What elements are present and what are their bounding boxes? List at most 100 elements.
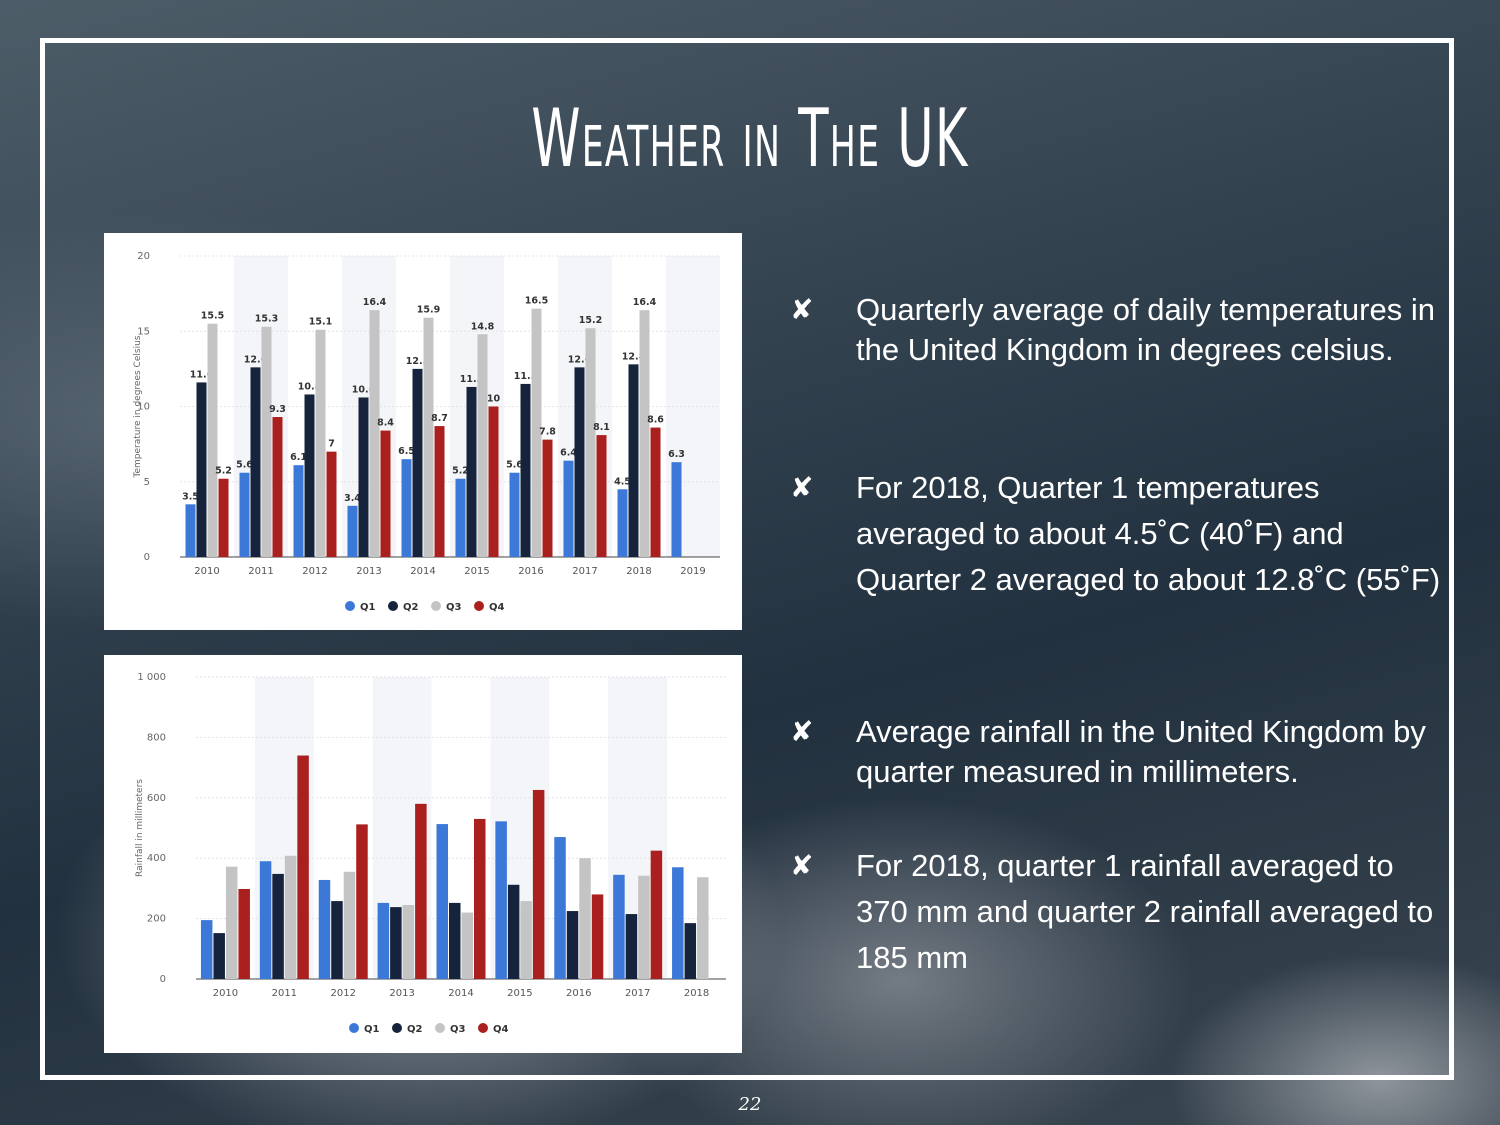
data-label: 10.8 [298, 381, 322, 392]
y-tick-label: 10 [137, 402, 150, 413]
bar-q1 [200, 920, 213, 979]
bar-q4 [238, 889, 250, 979]
data-label: 16.5 [525, 296, 548, 307]
data-label: 7 [328, 439, 335, 450]
bar-q2 [684, 923, 697, 979]
data-label: 16.4 [363, 297, 387, 308]
x-tick-label: 2011 [272, 988, 297, 999]
legend-marker [478, 1023, 488, 1033]
y-tick-label: 200 [147, 914, 166, 925]
bar-q4 [272, 417, 283, 557]
cross-mark-icon: ✘ [790, 715, 814, 748]
bar-q4 [474, 818, 486, 979]
data-label: 15.2 [579, 315, 602, 326]
bar-q3 [639, 310, 650, 557]
bar-q2 [196, 382, 207, 557]
bar-q2 [331, 901, 343, 979]
bar-q1 [617, 489, 628, 557]
bar-q4 [380, 430, 391, 557]
data-label: 12.6 [568, 354, 592, 365]
bar-q2 [390, 907, 402, 979]
y-axis-label: Temperature in degrees Celsius [133, 335, 143, 478]
bar-q4 [591, 894, 604, 979]
bar-q4 [326, 451, 337, 557]
bar-q1 [554, 837, 566, 979]
bar-q2 [625, 914, 638, 979]
bar-q4 [596, 435, 607, 557]
x-tick-label: 2013 [389, 988, 414, 999]
bar-q4 [415, 803, 427, 979]
bar-q2 [466, 386, 477, 557]
legend-marker [474, 601, 484, 611]
bar-q3 [402, 905, 415, 979]
x-tick-label: 2015 [464, 566, 489, 577]
bar-q1 [455, 478, 466, 557]
bar-q2 [574, 367, 585, 557]
legend-label: Q1 [364, 1024, 380, 1035]
page-number: 22 [738, 1094, 762, 1115]
bar-q1 [671, 462, 682, 557]
bar-q3 [697, 877, 709, 979]
data-label: 15.5 [201, 311, 224, 322]
data-label: 8.4 [377, 418, 394, 429]
cross-mark-icon: ✘ [790, 293, 814, 326]
bar-q3 [461, 912, 473, 979]
bar-q1 [239, 472, 250, 557]
slide-frame [40, 38, 1454, 1080]
data-label: 15.1 [309, 317, 332, 328]
data-label: 12.5 [406, 356, 429, 367]
bar-q1 [495, 821, 507, 979]
bar-q4 [488, 406, 499, 557]
y-tick-label: 15 [137, 326, 150, 337]
bar-q3 [225, 866, 238, 979]
bar-q3 [284, 855, 297, 979]
y-tick-label: 800 [147, 732, 166, 743]
bar-q1 [509, 472, 520, 557]
x-tick-label: 2015 [507, 988, 532, 999]
legend-marker [435, 1023, 445, 1033]
y-tick-label: 0 [160, 974, 166, 985]
bar-q3 [638, 875, 650, 979]
bar-q3 [520, 901, 532, 979]
data-label: 10.6 [352, 384, 376, 395]
y-tick-label: 400 [147, 853, 166, 864]
data-label: 8.1 [593, 422, 610, 433]
bar-q1 [318, 879, 331, 979]
slide-title: Weather in The UK [531, 92, 969, 185]
y-axis-label: Rainfall in millimeters [135, 779, 145, 877]
legend-marker [392, 1023, 402, 1033]
legend-marker [349, 1023, 359, 1033]
legend-label: Q4 [489, 602, 505, 613]
x-tick-label: 2012 [330, 988, 355, 999]
bar-q4 [532, 789, 545, 979]
data-label: 4.5 [614, 476, 631, 487]
data-label: 5.2 [215, 466, 232, 477]
x-tick-label: 2013 [356, 566, 381, 577]
data-label: 14.8 [471, 321, 495, 332]
legend-label: Q2 [407, 1024, 423, 1035]
bar-q2 [304, 394, 315, 557]
data-label: 8.7 [431, 413, 448, 424]
temperature-chart: 0 5 10 15 20 Temperature in degrees Celsius 3.… [104, 233, 742, 630]
bar-q2 [507, 884, 520, 979]
x-tick-label: 2012 [302, 566, 327, 577]
data-label: 6.4 [560, 448, 577, 459]
x-tick-label: 2014 [448, 988, 473, 999]
rainfall-chart-svg: 0 200 400 600 800 1 000 Rainfall in millimeter… [135, 672, 726, 1035]
data-label: 12.8 [622, 351, 646, 362]
x-tick-label: 2017 [572, 566, 597, 577]
bar-q2 [358, 397, 369, 557]
data-label: 11.3 [460, 374, 483, 385]
bar-q4 [650, 850, 663, 979]
x-tick-label: 2016 [518, 566, 543, 577]
x-tick-label: 2018 [626, 566, 651, 577]
bar-q1 [347, 505, 358, 557]
data-label: 15.3 [255, 314, 278, 325]
legend-label: Q2 [403, 602, 419, 613]
bar-q1 [401, 459, 412, 557]
x-tick-label: 2010 [213, 988, 238, 999]
bar-q1 [436, 824, 448, 979]
data-label: 5.6 [236, 460, 253, 471]
x-tick-label: 2017 [625, 988, 650, 999]
bar-q1 [293, 465, 304, 557]
